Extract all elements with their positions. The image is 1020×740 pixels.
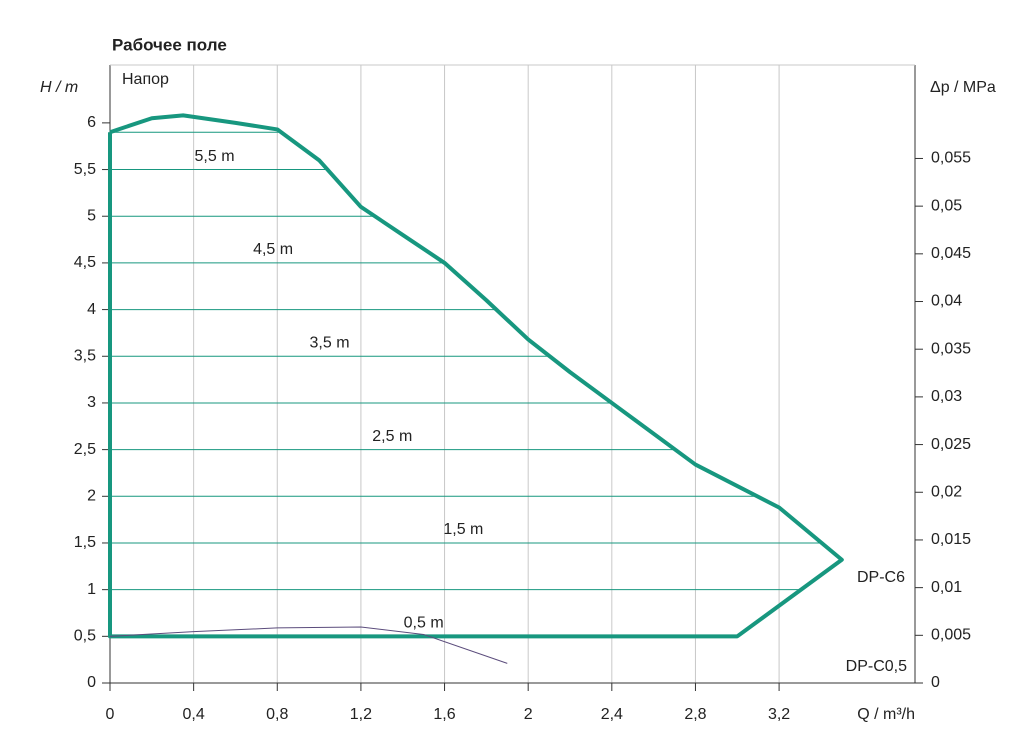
x-tick-label: 2 (524, 706, 533, 723)
x-tick-label: 2,4 (601, 706, 623, 723)
series-line (109, 626, 508, 664)
annotation: 2,5 m (372, 428, 412, 445)
y-tick-label: 0,5 (74, 628, 96, 645)
y-tick-label: 2,5 (74, 441, 96, 458)
y2-tick-label: 0,005 (931, 627, 971, 644)
y-tick-label: 4 (87, 301, 96, 318)
annotation: 0,5 m (404, 615, 444, 632)
y-axis-label: H / m (40, 79, 78, 96)
annotation: 3,5 m (310, 334, 350, 351)
y2-tick-label: 0,01 (931, 579, 962, 596)
subtitle: Напор (122, 71, 169, 88)
series-line (108, 113, 844, 639)
y2-tick-label: 0,035 (931, 340, 971, 357)
legend-label: DP-C0,5 (846, 658, 907, 675)
chart-title: Рабочее поле (112, 35, 227, 54)
y-tick-label: 0 (87, 674, 96, 691)
y2-axis-label: Δp / MPa (930, 79, 996, 96)
y2-tick-label: 0,02 (931, 483, 962, 500)
y-tick-label: 2 (87, 488, 96, 505)
y-tick-label: 5 (87, 207, 96, 224)
y-tick-label: 1,5 (74, 534, 96, 551)
x-tick-label: 1,2 (350, 706, 372, 723)
annotation: 4,5 m (253, 241, 293, 258)
x-tick-label: 0,8 (266, 706, 288, 723)
annotation: 1,5 m (443, 521, 483, 538)
y2-tick-label: 0 (931, 674, 940, 691)
y-tick-label: 5,5 (74, 161, 96, 178)
annotation: 5,5 m (195, 148, 235, 165)
y-tick-label: 1 (87, 581, 96, 598)
y2-tick-label: 0,05 (931, 197, 962, 214)
y2-tick-label: 0,03 (931, 388, 962, 405)
y-tick-label: 3,5 (74, 347, 96, 364)
y2-tick-label: 0,04 (931, 293, 962, 310)
x-tick-label: 2,8 (684, 706, 706, 723)
legend-label: DP-C6 (857, 569, 905, 586)
x-tick-label: 0 (106, 706, 115, 723)
y-tick-label: 6 (87, 114, 96, 131)
y2-tick-label: 0,055 (931, 150, 971, 167)
x-tick-label: 3,2 (768, 706, 790, 723)
y-tick-label: 3 (87, 394, 96, 411)
x-axis-label: Q / m³/h (857, 706, 915, 723)
y2-tick-label: 0,025 (931, 436, 971, 453)
x-tick-label: 1,6 (433, 706, 455, 723)
y-tick-label: 4,5 (74, 254, 96, 271)
x-tick-label: 0,4 (183, 706, 205, 723)
y2-tick-label: 0,045 (931, 245, 971, 262)
y2-tick-label: 0,015 (931, 531, 971, 548)
